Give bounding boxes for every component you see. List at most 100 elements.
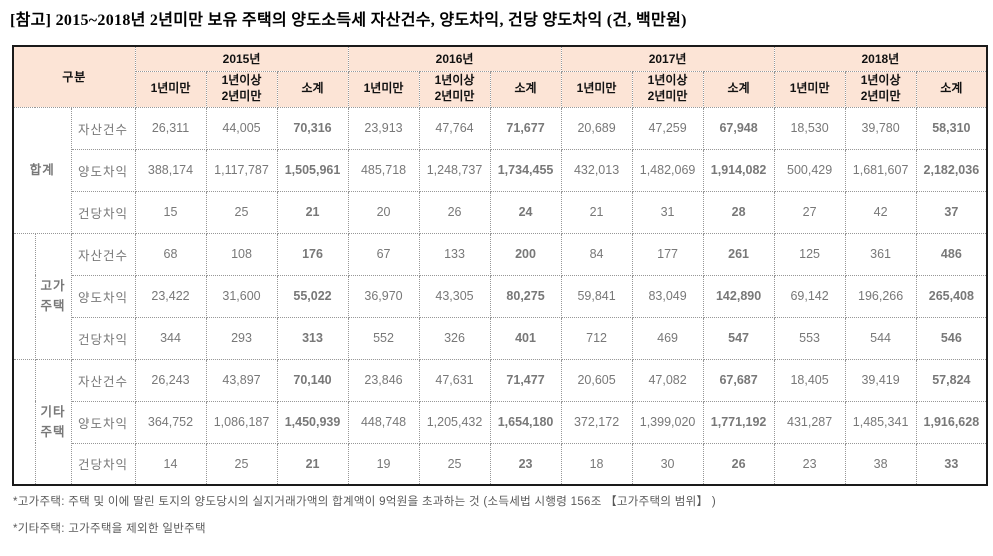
subtotal-cell: 1,450,939 (276, 400, 349, 444)
value-cell: 43,305 (418, 274, 491, 318)
subtotal-cell: 313 (276, 316, 349, 360)
value-cell: 42 (844, 190, 917, 234)
subtotal-cell: 24 (489, 190, 562, 234)
subtotal-cell: 265,408 (915, 274, 988, 318)
value-cell: 26,243 (134, 358, 207, 402)
value-cell: 553 (773, 316, 846, 360)
footnotes: *고가주택: 주택 및 이에 딸린 토지의 양도당시의 실지거래가액의 합계액이… (13, 493, 716, 547)
subcol-header: 1년이상 2년미만 (205, 70, 278, 108)
subtotal-cell: 55,022 (276, 274, 349, 318)
value-cell: 39,419 (844, 358, 917, 402)
value-cell: 59,841 (560, 274, 633, 318)
table-row: 건당차익 14 25 21 19 25 23 18 30 26 23 38 33 (13, 442, 988, 486)
footnote-high-value-house: *고가주택: 주택 및 이에 딸린 토지의 양도당시의 실지거래가액의 합계액이… (13, 496, 716, 508)
subtotal-cell: 546 (915, 316, 988, 360)
value-cell: 552 (347, 316, 420, 360)
value-cell: 25 (418, 442, 491, 486)
sub-header-row: 1년미만 1년이상 2년미만 소계 1년미만 1년이상 2년미만 소계 1년미만… (13, 70, 988, 108)
value-cell: 326 (418, 316, 491, 360)
value-cell: 38 (844, 442, 917, 486)
value-cell: 1,681,607 (844, 148, 917, 192)
value-cell: 196,266 (844, 274, 917, 318)
value-cell: 18,405 (773, 358, 846, 402)
subtotal-cell: 21 (276, 442, 349, 486)
group-label: 고가 주택 (34, 232, 72, 360)
subtotal-cell: 1,916,628 (915, 400, 988, 444)
value-cell: 31 (631, 190, 704, 234)
value-cell: 1,399,020 (631, 400, 704, 444)
subtotal-cell: 1,505,961 (276, 148, 349, 192)
value-cell: 27 (773, 190, 846, 234)
value-cell: 20,605 (560, 358, 633, 402)
table-row: 고가 주택 자산건수 68 108 176 67 133 200 84 177 261 125 361 4… (12, 232, 988, 360)
group-label: 합계 (12, 106, 72, 234)
tax-stats-table: 구분 2015년 2016년 2017년 2018년 1년미만 1년이상 2년미… (12, 45, 989, 486)
subcol-header: 소계 (702, 70, 775, 108)
subcol-header: 1년미만 (773, 70, 846, 108)
value-cell: 26,311 (134, 106, 207, 150)
metric-label: 양도차익 (70, 148, 136, 192)
subcol-header: 소계 (276, 70, 349, 108)
value-cell: 1,205,432 (418, 400, 491, 444)
table-row: 건당차익 15 25 21 20 26 24 21 31 28 27 42 37 (13, 190, 988, 234)
value-cell: 21 (560, 190, 633, 234)
value-cell: 84 (560, 232, 633, 276)
group-label: 기타 주택 (34, 358, 72, 486)
subtotal-cell: 1,771,192 (702, 400, 775, 444)
subcol-header: 소계 (915, 70, 988, 108)
metric-label: 자산건수 (70, 358, 136, 402)
table-row: 양도차익 364,752 1,086,187 1,450,939 448,748 1,20… (13, 400, 988, 444)
subtotal-cell: 37 (915, 190, 988, 234)
value-cell: 431,287 (773, 400, 846, 444)
subtotal-cell: 70,140 (276, 358, 349, 402)
value-cell: 372,172 (560, 400, 633, 444)
value-cell: 1,248,737 (418, 148, 491, 192)
value-cell: 83,049 (631, 274, 704, 318)
value-cell: 20 (347, 190, 420, 234)
metric-label: 건당차익 (70, 190, 136, 234)
subtotal-cell: 23 (489, 442, 562, 486)
value-cell: 30 (631, 442, 704, 486)
year-header-row: 구분 2015년 2016년 2017년 2018년 (12, 45, 988, 108)
subtotal-cell: 200 (489, 232, 562, 276)
value-cell: 133 (418, 232, 491, 276)
year-header-2015: 2015년 (134, 45, 349, 72)
metric-label: 양도차익 (70, 400, 136, 444)
table-row: 양도차익 388,174 1,117,787 1,505,961 485,718 1,24… (13, 148, 988, 192)
metric-label: 자산건수 (70, 232, 136, 276)
subtotal-cell: 176 (276, 232, 349, 276)
value-cell: 20,689 (560, 106, 633, 150)
subcol-header: 1년이상 2년미만 (631, 70, 704, 108)
metric-label: 양도차익 (70, 274, 136, 318)
value-cell: 15 (134, 190, 207, 234)
value-cell: 1,086,187 (205, 400, 278, 444)
value-cell: 14 (134, 442, 207, 486)
value-cell: 25 (205, 190, 278, 234)
subtotal-cell: 1,734,455 (489, 148, 562, 192)
value-cell: 31,600 (205, 274, 278, 318)
value-cell: 448,748 (347, 400, 420, 444)
value-cell: 1,485,341 (844, 400, 917, 444)
value-cell: 67 (347, 232, 420, 276)
value-cell: 344 (134, 316, 207, 360)
group-strip (12, 232, 36, 360)
value-cell: 47,259 (631, 106, 704, 150)
subtotal-cell: 33 (915, 442, 988, 486)
year-header-2018: 2018년 (773, 45, 988, 72)
value-cell: 469 (631, 316, 704, 360)
subtotal-cell: 21 (276, 190, 349, 234)
value-cell: 544 (844, 316, 917, 360)
value-cell: 1,117,787 (205, 148, 278, 192)
value-cell: 23,913 (347, 106, 420, 150)
value-cell: 361 (844, 232, 917, 276)
subtotal-cell: 71,477 (489, 358, 562, 402)
value-cell: 47,631 (418, 358, 491, 402)
value-cell: 47,764 (418, 106, 491, 150)
table-row: 기타 주택 자산건수 26,243 43,897 70,140 23,846 47,631 7… (12, 358, 988, 486)
table-header: 구분 2015년 2016년 2017년 2018년 1년미만 1년이상 2년미… (12, 45, 988, 108)
page-title: [참고] 2015~2018년 2년미만 보유 주택의 양도소득세 자산건수, … (10, 12, 687, 29)
subtotal-cell: 1,914,082 (702, 148, 775, 192)
metric-label: 건당차익 (70, 316, 136, 360)
value-cell: 125 (773, 232, 846, 276)
value-cell: 23 (773, 442, 846, 486)
